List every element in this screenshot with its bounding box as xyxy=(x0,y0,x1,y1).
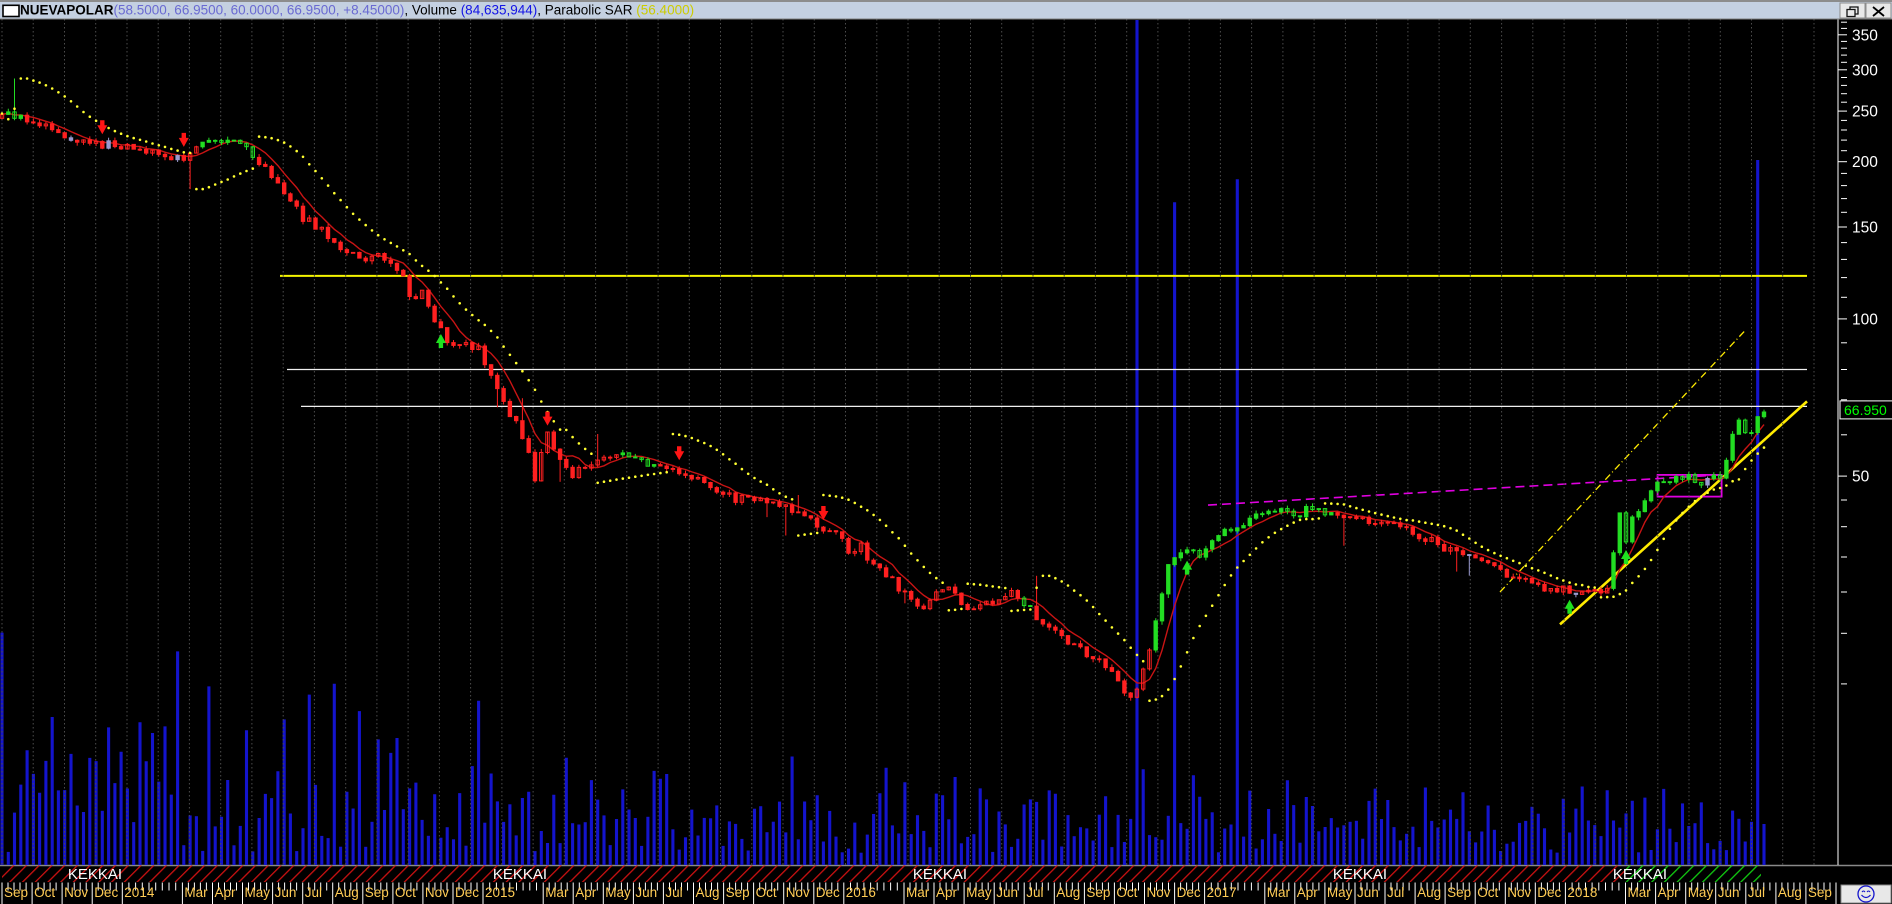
svg-text:Aug: Aug xyxy=(1417,885,1441,900)
svg-text:Dec: Dec xyxy=(816,885,840,900)
svg-text:KEKKAI: KEKKAI xyxy=(1613,866,1667,883)
svg-text:Sep: Sep xyxy=(1447,885,1471,900)
svg-text:Sep: Sep xyxy=(1086,885,1110,900)
svg-text:Dec: Dec xyxy=(1177,885,1201,900)
svg-text:Jun: Jun xyxy=(996,885,1018,900)
svg-text:Sep: Sep xyxy=(1808,885,1832,900)
svg-text:Apr: Apr xyxy=(1658,885,1680,900)
svg-text:Oct: Oct xyxy=(34,885,55,900)
svg-text:Sep: Sep xyxy=(4,885,28,900)
svg-text:Jul: Jul xyxy=(665,885,682,900)
svg-text:Mar: Mar xyxy=(184,885,208,900)
svg-text:Sep: Sep xyxy=(365,885,389,900)
svg-text:Mar: Mar xyxy=(1628,885,1652,900)
svg-text:Apr: Apr xyxy=(215,885,237,900)
svg-text:Oct: Oct xyxy=(756,885,777,900)
svg-text:Mar: Mar xyxy=(906,885,930,900)
svg-text:Oct: Oct xyxy=(1477,885,1498,900)
svg-text:Apr: Apr xyxy=(1297,885,1319,900)
svg-text:2014: 2014 xyxy=(124,885,155,900)
svg-text:Jun: Jun xyxy=(1718,885,1740,900)
svg-text:Mar: Mar xyxy=(1267,885,1291,900)
svg-text:Jun: Jun xyxy=(275,885,297,900)
svg-text:Oct: Oct xyxy=(1116,885,1137,900)
svg-text:Apr: Apr xyxy=(936,885,958,900)
svg-text:250: 250 xyxy=(1852,104,1878,121)
svg-text:Nov: Nov xyxy=(1147,885,1171,900)
svg-text:May: May xyxy=(245,885,271,900)
svg-text:300: 300 xyxy=(1852,62,1878,79)
svg-text:66.950: 66.950 xyxy=(1844,402,1887,418)
svg-text:Oct: Oct xyxy=(395,885,416,900)
svg-text:Jun: Jun xyxy=(1357,885,1379,900)
svg-text:100: 100 xyxy=(1852,311,1878,328)
svg-text:2015: 2015 xyxy=(485,885,515,900)
svg-text:Nov: Nov xyxy=(64,885,88,900)
svg-text:May: May xyxy=(605,885,631,900)
svg-text:Aug: Aug xyxy=(1778,885,1802,900)
svg-text:Jul: Jul xyxy=(1748,885,1765,900)
svg-text:KEKKAI: KEKKAI xyxy=(493,866,547,883)
svg-text:KEKKAI: KEKKAI xyxy=(68,866,122,883)
svg-text:NUEVAPOLAR(58.5000, 66.9500, 6: NUEVAPOLAR(58.5000, 66.9500, 60.0000, 66… xyxy=(20,3,694,18)
svg-text:May: May xyxy=(966,885,992,900)
svg-text:Jul: Jul xyxy=(305,885,322,900)
svg-text:50: 50 xyxy=(1852,469,1870,486)
svg-text:Sep: Sep xyxy=(726,885,750,900)
svg-text:Apr: Apr xyxy=(575,885,597,900)
svg-text:Aug: Aug xyxy=(335,885,359,900)
svg-text:Aug: Aug xyxy=(696,885,720,900)
svg-text:Dec: Dec xyxy=(1537,885,1561,900)
svg-text:2017: 2017 xyxy=(1207,885,1237,900)
svg-text:KEKKAI: KEKKAI xyxy=(1333,866,1387,883)
svg-text:150: 150 xyxy=(1852,220,1878,237)
svg-text:Nov: Nov xyxy=(425,885,449,900)
svg-text:Nov: Nov xyxy=(786,885,810,900)
svg-text:200: 200 xyxy=(1852,154,1878,171)
svg-text:Aug: Aug xyxy=(1056,885,1080,900)
svg-text:Dec: Dec xyxy=(455,885,479,900)
svg-text:Nov: Nov xyxy=(1507,885,1531,900)
svg-text:350: 350 xyxy=(1852,27,1878,44)
svg-text:KEKKAI: KEKKAI xyxy=(913,866,967,883)
svg-text:Jul: Jul xyxy=(1387,885,1404,900)
svg-text:Jul: Jul xyxy=(1026,885,1043,900)
svg-text:2018: 2018 xyxy=(1567,885,1597,900)
svg-text:Dec: Dec xyxy=(94,885,118,900)
svg-text:May: May xyxy=(1327,885,1353,900)
svg-text:2016: 2016 xyxy=(846,885,876,900)
svg-text:Jun: Jun xyxy=(635,885,657,900)
svg-text:May: May xyxy=(1688,885,1714,900)
svg-text:Mar: Mar xyxy=(545,885,569,900)
